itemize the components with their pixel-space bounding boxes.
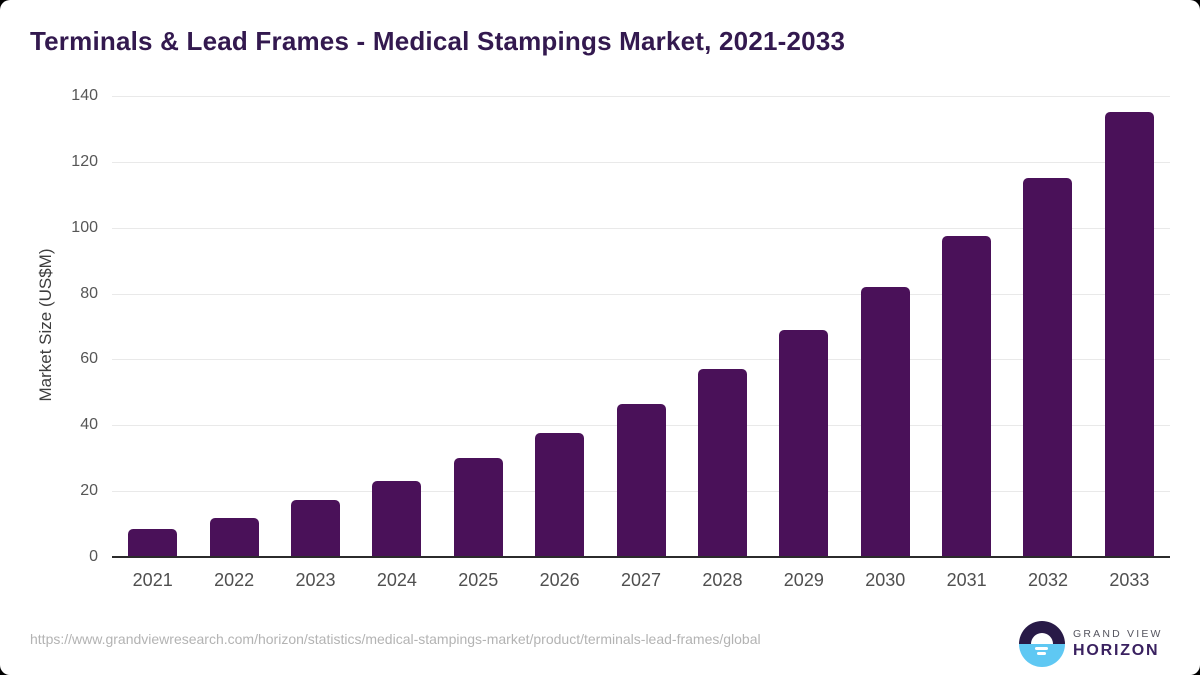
x-tick-label-2030: 2030 <box>865 570 906 590</box>
y-tick-label-0: 0 <box>89 548 98 565</box>
bar-column-2030: 2030 <box>845 96 926 590</box>
logo-reflection-line <box>1037 652 1046 655</box>
bar-2032 <box>1023 178 1073 557</box>
bar-2024 <box>372 480 422 557</box>
bar-column-2022: 2022 <box>193 96 274 590</box>
y-tick-label-80: 80 <box>80 284 98 302</box>
bar-2030 <box>860 287 910 557</box>
bar-column-2023: 2023 <box>275 96 356 590</box>
x-tick-label-2031: 2031 <box>946 570 987 590</box>
y-tick-label-20: 20 <box>80 482 98 500</box>
x-tick-label-2027: 2027 <box>621 570 662 590</box>
bar-2021 <box>128 529 178 557</box>
gridline-100 <box>112 227 1170 229</box>
y-tick-label-140: 140 <box>71 87 98 104</box>
bar-2022 <box>209 518 259 557</box>
bar-column-2033: 2033 <box>1089 96 1170 590</box>
logo-sky-half <box>1019 621 1065 644</box>
y-tick-label-100: 100 <box>71 218 98 236</box>
gridline-120 <box>112 161 1170 163</box>
gridline-80 <box>112 293 1170 295</box>
bar-2031 <box>942 235 992 557</box>
source-url: https://www.grandviewresearch.com/horizo… <box>30 631 761 647</box>
y-tick-label-40: 40 <box>80 416 98 434</box>
horizon-sunrise-icon <box>1019 621 1065 667</box>
bar-column-2021: 2021 <box>112 96 193 590</box>
x-tick-label-2032: 2032 <box>1027 570 1069 590</box>
bar-column-2024: 2024 <box>356 96 437 590</box>
bar-column-2031: 2031 <box>926 96 1007 590</box>
logo-reflection-line <box>1035 647 1048 650</box>
x-tick-label-2023: 2023 <box>295 570 336 590</box>
x-tick-label-2029: 2029 <box>783 570 824 590</box>
bar-column-2029: 2029 <box>763 96 844 590</box>
x-tick-label-2025: 2025 <box>458 570 499 590</box>
bar-2028 <box>697 369 747 557</box>
bar-2033 <box>1104 112 1154 557</box>
bar-column-2025: 2025 <box>438 96 519 590</box>
bar-2026 <box>535 433 585 557</box>
x-tick-label-2028: 2028 <box>702 570 743 590</box>
logo-sun-dome <box>1031 633 1053 644</box>
x-tick-label-2021: 2021 <box>132 570 173 590</box>
bar-2027 <box>616 403 666 557</box>
gridline-140 <box>112 96 1170 97</box>
bar-2029 <box>779 330 829 557</box>
x-axis-line <box>112 556 1170 558</box>
x-tick-label-2026: 2026 <box>539 570 580 590</box>
gridline-60 <box>112 359 1170 361</box>
bar-column-2028: 2028 <box>682 96 763 590</box>
x-tick-label-2022: 2022 <box>214 570 255 590</box>
brand-logo: GRAND VIEW HORIZON <box>1019 621 1163 667</box>
bar-2025 <box>453 458 503 557</box>
brand-name-bottom: HORIZON <box>1073 642 1160 659</box>
bar-2023 <box>290 500 340 557</box>
brand-name-top: GRAND VIEW <box>1073 628 1163 640</box>
bar-column-2027: 2027 <box>600 96 681 590</box>
brand-name: GRAND VIEW HORIZON <box>1073 628 1163 660</box>
chart-title: Terminals & Lead Frames - Medical Stampi… <box>30 26 846 56</box>
y-axis-title: Market Size (US$M) <box>36 248 55 402</box>
bar-column-2026: 2026 <box>519 96 600 590</box>
bars-layer: 2021 2022 2023 2024 2025 2026 2027 2028 2029 2030… <box>112 96 1170 590</box>
x-tick-label-2033: 2033 <box>1109 570 1150 590</box>
logo-sea-half <box>1019 644 1065 667</box>
y-tick-label-60: 60 <box>80 350 98 368</box>
x-tick-label-2024: 2024 <box>376 570 417 590</box>
bar-column-2032: 2032 <box>1007 96 1088 590</box>
y-tick-label-120: 120 <box>71 152 98 170</box>
plot-area: 0 20 40 60 80 100 120 140 2021 2022 2023 2024 2025 2… <box>71 88 1170 590</box>
